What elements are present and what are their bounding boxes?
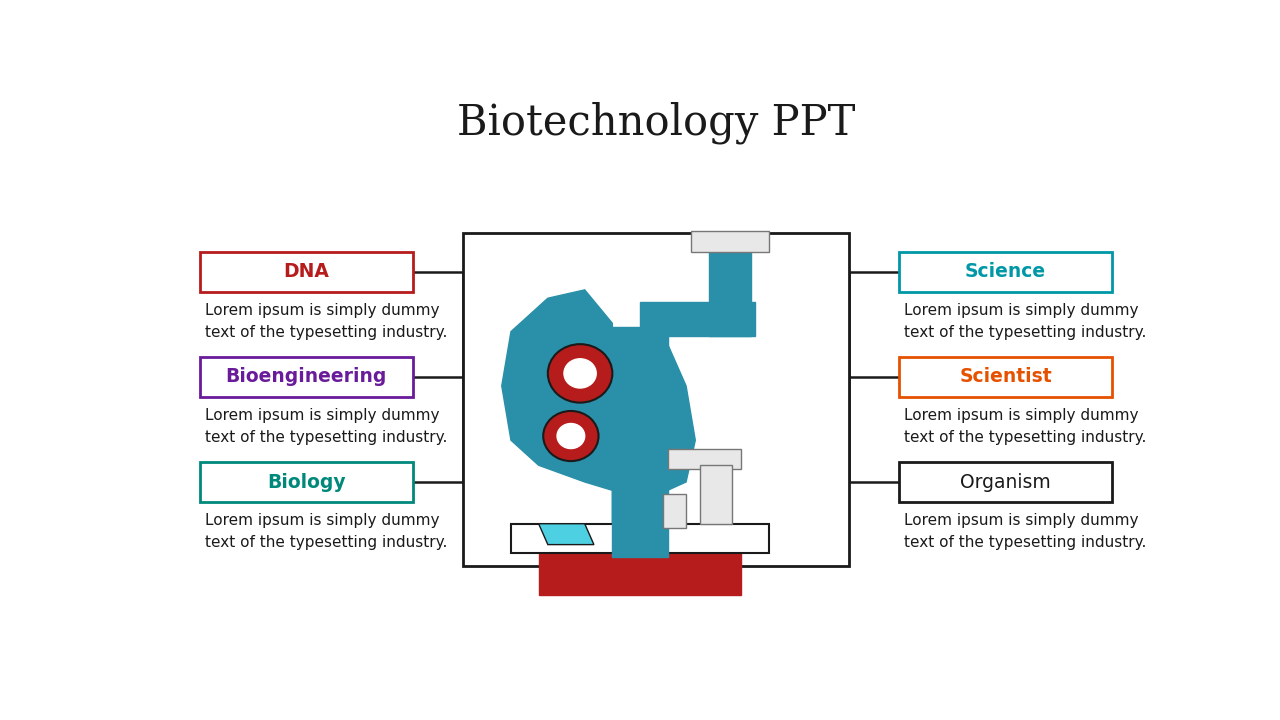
Bar bbox=[462, 233, 850, 566]
Circle shape bbox=[548, 344, 612, 402]
Text: Biotechnology PPT: Biotechnology PPT bbox=[457, 102, 855, 144]
Bar bbox=[899, 462, 1112, 503]
Bar bbox=[899, 251, 1112, 292]
Polygon shape bbox=[539, 523, 594, 544]
Text: Biology: Biology bbox=[268, 473, 346, 492]
Bar bbox=[663, 495, 686, 528]
Text: DNA: DNA bbox=[283, 262, 329, 281]
Text: Lorem ipsum is simply dummy
text of the typesetting industry.: Lorem ipsum is simply dummy text of the … bbox=[904, 408, 1147, 445]
Bar bbox=[691, 231, 769, 252]
Bar bbox=[700, 465, 732, 523]
Bar bbox=[511, 523, 769, 553]
Circle shape bbox=[564, 359, 596, 388]
Bar bbox=[200, 251, 413, 292]
Text: Scientist: Scientist bbox=[960, 367, 1052, 387]
Text: Science: Science bbox=[965, 262, 1046, 281]
Text: Organism: Organism bbox=[960, 473, 1051, 492]
Bar bbox=[612, 328, 668, 557]
Text: Lorem ipsum is simply dummy
text of the typesetting industry.: Lorem ipsum is simply dummy text of the … bbox=[205, 513, 447, 551]
Text: Lorem ipsum is simply dummy
text of the typesetting industry.: Lorem ipsum is simply dummy text of the … bbox=[904, 302, 1147, 340]
Bar bbox=[640, 302, 755, 336]
Circle shape bbox=[557, 423, 585, 449]
Text: Lorem ipsum is simply dummy
text of the typesetting industry.: Lorem ipsum is simply dummy text of the … bbox=[205, 408, 447, 445]
Bar bbox=[899, 357, 1112, 397]
Polygon shape bbox=[502, 290, 695, 557]
Text: Lorem ipsum is simply dummy
text of the typesetting industry.: Lorem ipsum is simply dummy text of the … bbox=[205, 302, 447, 340]
Bar bbox=[200, 462, 413, 503]
Text: Lorem ipsum is simply dummy
text of the typesetting industry.: Lorem ipsum is simply dummy text of the … bbox=[904, 513, 1147, 551]
Circle shape bbox=[543, 411, 599, 461]
Bar bbox=[200, 357, 413, 397]
Text: Bioengineering: Bioengineering bbox=[225, 367, 387, 387]
Bar bbox=[668, 449, 741, 469]
Bar bbox=[709, 244, 750, 336]
Bar bbox=[539, 553, 741, 595]
